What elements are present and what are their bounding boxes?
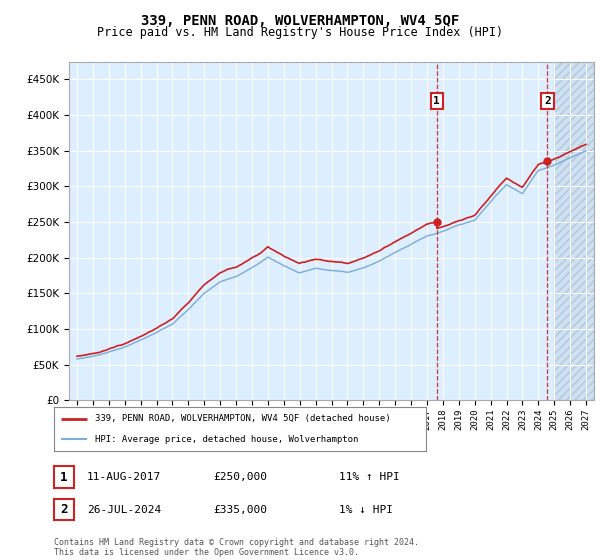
Text: HPI: Average price, detached house, Wolverhampton: HPI: Average price, detached house, Wolv… [95, 435, 358, 444]
Text: 26-JUL-2024: 26-JUL-2024 [87, 505, 161, 515]
Text: 2: 2 [544, 96, 551, 106]
Text: 339, PENN ROAD, WOLVERHAMPTON, WV4 5QF (detached house): 339, PENN ROAD, WOLVERHAMPTON, WV4 5QF (… [95, 414, 391, 423]
Text: 11% ↑ HPI: 11% ↑ HPI [339, 472, 400, 482]
Text: £335,000: £335,000 [213, 505, 267, 515]
Bar [554, 62, 594, 400]
Text: 1: 1 [433, 96, 440, 106]
Text: 11-AUG-2017: 11-AUG-2017 [87, 472, 161, 482]
Text: 1% ↓ HPI: 1% ↓ HPI [339, 505, 393, 515]
Text: 2: 2 [60, 503, 68, 516]
Text: £250,000: £250,000 [213, 472, 267, 482]
Text: 1: 1 [60, 470, 68, 484]
Text: Contains HM Land Registry data © Crown copyright and database right 2024.
This d: Contains HM Land Registry data © Crown c… [54, 538, 419, 557]
Text: 339, PENN ROAD, WOLVERHAMPTON, WV4 5QF: 339, PENN ROAD, WOLVERHAMPTON, WV4 5QF [141, 14, 459, 28]
Text: Price paid vs. HM Land Registry's House Price Index (HPI): Price paid vs. HM Land Registry's House … [97, 26, 503, 39]
